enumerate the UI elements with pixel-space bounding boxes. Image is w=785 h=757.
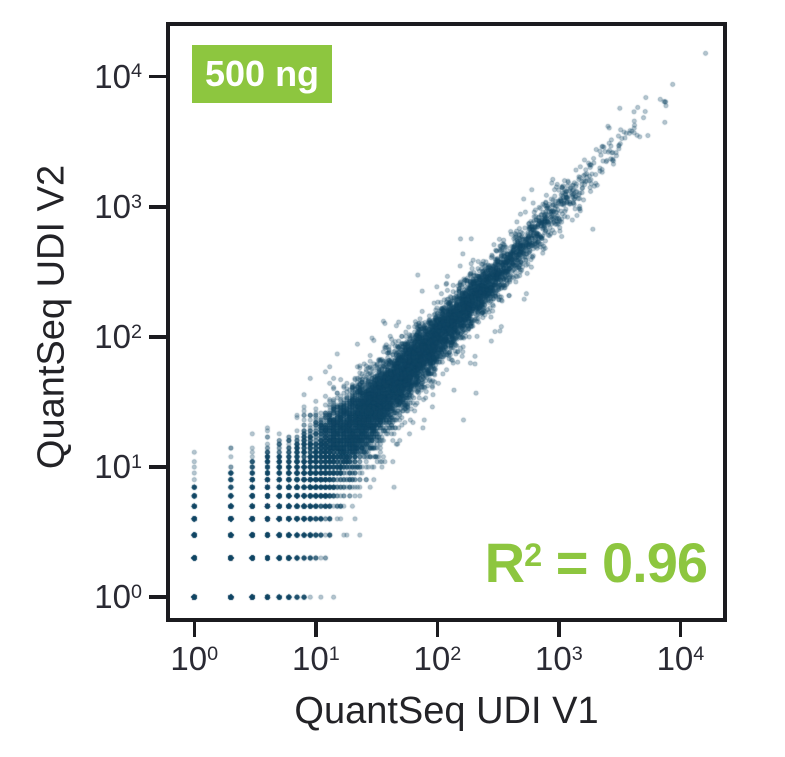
y-tick-mark bbox=[149, 335, 166, 339]
x-tick-label: 104 bbox=[635, 640, 725, 678]
tick-exponent: 4 bbox=[693, 642, 705, 665]
y-tick-label: 100 bbox=[58, 577, 142, 617]
tick-exponent: 0 bbox=[207, 642, 219, 665]
tick-base: 10 bbox=[94, 57, 131, 95]
x-tick-label: 103 bbox=[514, 640, 604, 678]
y-tick-mark bbox=[149, 74, 166, 79]
scatter-points-canvas bbox=[170, 26, 723, 618]
x-tick-mark bbox=[314, 622, 318, 637]
x-tick-mark bbox=[435, 622, 440, 637]
tick-exponent: 4 bbox=[130, 60, 142, 83]
y-tick-mark bbox=[149, 595, 166, 599]
r-squared-symbol: R bbox=[484, 531, 525, 594]
x-tick-mark bbox=[557, 622, 561, 637]
tick-exponent: 0 bbox=[130, 580, 142, 603]
x-tick-mark bbox=[192, 622, 197, 637]
x-axis-title: QuantSeq UDI V1 bbox=[294, 690, 599, 732]
x-tick-label: 102 bbox=[392, 640, 482, 678]
tick-exponent: 2 bbox=[130, 320, 142, 343]
x-tick-label: 100 bbox=[149, 640, 239, 678]
tick-base: 10 bbox=[170, 640, 208, 677]
tick-exponent: 3 bbox=[130, 190, 142, 213]
tick-base: 10 bbox=[94, 317, 131, 355]
tick-base: 10 bbox=[656, 640, 694, 677]
tick-exponent: 3 bbox=[571, 642, 583, 665]
tick-base: 10 bbox=[94, 187, 131, 225]
r-squared-value: = 0.96 bbox=[541, 531, 708, 594]
tick-base: 10 bbox=[94, 578, 131, 616]
y-tick-mark bbox=[149, 465, 166, 469]
y-tick-label: 103 bbox=[58, 187, 142, 227]
x-tick-label: 101 bbox=[271, 640, 361, 678]
tick-base: 10 bbox=[413, 640, 451, 677]
tick-exponent: 1 bbox=[328, 642, 340, 665]
tick-base: 10 bbox=[291, 640, 329, 677]
y-tick-mark bbox=[149, 205, 166, 209]
r-squared-exponent: 2 bbox=[524, 536, 542, 573]
tick-exponent: 2 bbox=[450, 642, 462, 665]
y-tick-label: 104 bbox=[58, 57, 142, 97]
y-tick-label: 101 bbox=[58, 447, 142, 487]
x-tick-mark bbox=[678, 622, 683, 637]
tick-base: 10 bbox=[94, 448, 131, 486]
sample-input-badge: 500 ng bbox=[192, 45, 333, 103]
y-tick-label: 102 bbox=[58, 317, 142, 357]
tick-exponent: 1 bbox=[130, 450, 142, 473]
r-squared-annotation: R2 = 0.96 bbox=[484, 530, 708, 595]
tick-base: 10 bbox=[535, 640, 572, 677]
